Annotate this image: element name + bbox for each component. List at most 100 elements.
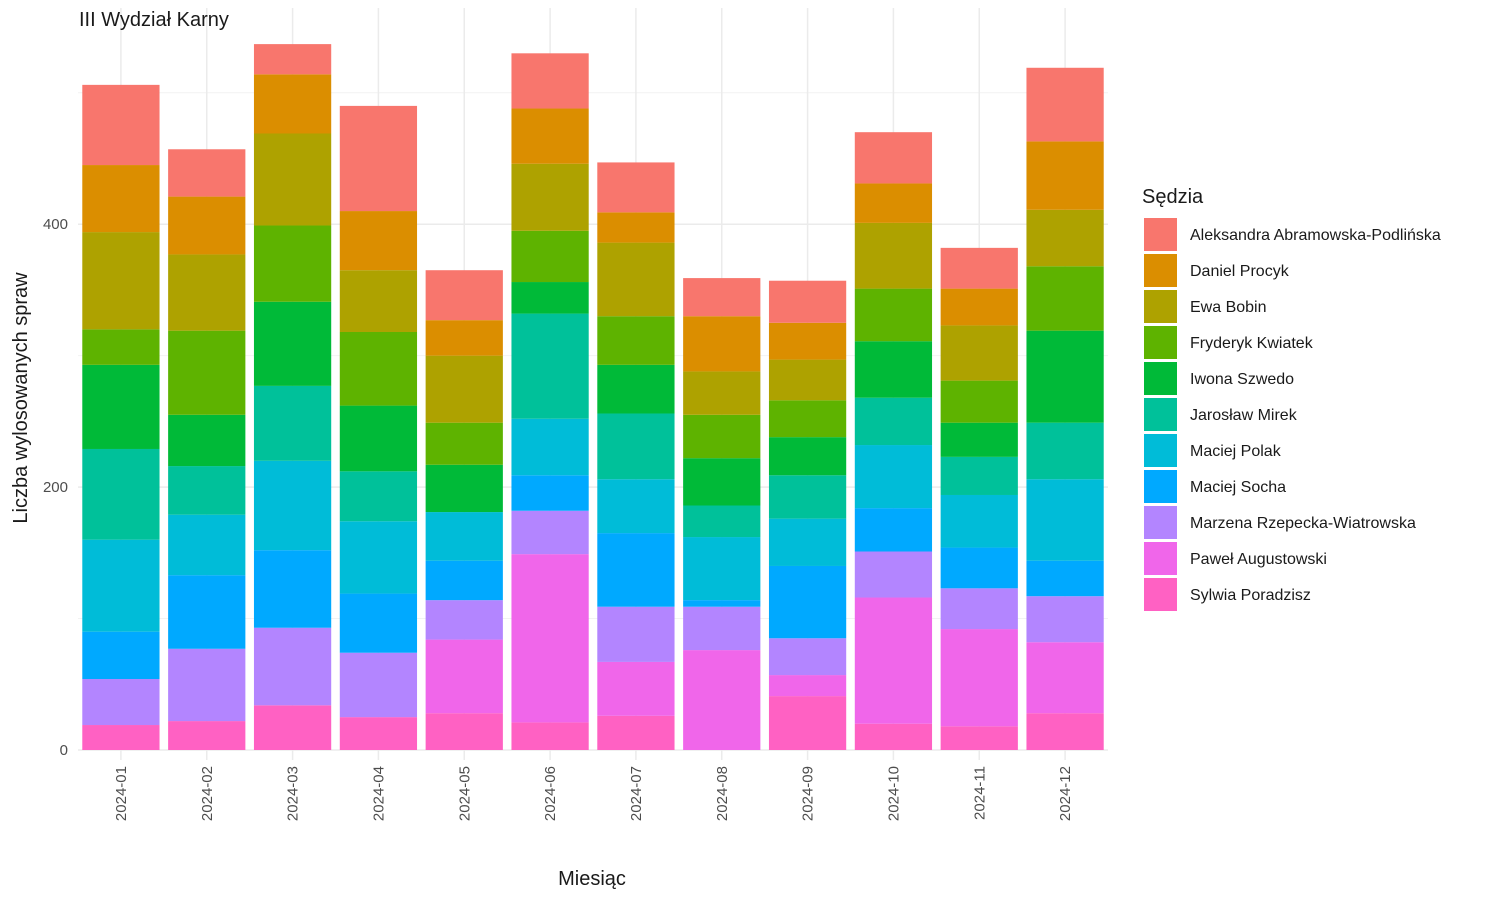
bar-segment [168, 149, 246, 197]
bar-segment [511, 510, 589, 555]
bar-segment [511, 230, 589, 283]
bar-segment [597, 242, 675, 317]
legend-label: Sylwia Poradzisz [1190, 587, 1311, 604]
bars [82, 44, 1104, 750]
x-axis-title: Miesiąc [558, 868, 626, 890]
bar-segment [854, 183, 933, 223]
bar-segment [854, 508, 933, 552]
x-tick-label: 2024-12 [1057, 766, 1074, 821]
bar-segment [253, 705, 332, 750]
bar-segment [253, 133, 332, 226]
bar-segment [425, 355, 503, 423]
bar-segment [1026, 596, 1104, 643]
bar-segment [768, 565, 847, 639]
bar-segment [1026, 266, 1104, 331]
bar-segment [768, 638, 847, 676]
legend-swatch [1144, 506, 1177, 539]
bar-segment [339, 405, 418, 472]
bar-segment [339, 331, 418, 406]
bar-segment [339, 105, 418, 212]
bar-segment [940, 456, 1018, 495]
bar-segment [940, 629, 1018, 727]
bar-segment [168, 514, 246, 576]
bar-segment [768, 437, 847, 476]
bar-segment [683, 505, 761, 538]
legend-title: Sędzia [1142, 186, 1204, 208]
bar-segment [339, 270, 418, 332]
bar-segment [854, 551, 933, 598]
bar-segment [854, 341, 933, 398]
bar-segment [339, 211, 418, 271]
legend-swatch [1144, 434, 1177, 467]
x-tick-label: 2024-09 [800, 766, 817, 821]
x-tick-label: 2024-08 [714, 766, 731, 821]
bar-segment [940, 288, 1018, 326]
bar-segment [940, 325, 1018, 381]
x-tick-label: 2024-11 [971, 766, 988, 820]
legend-swatch [1144, 470, 1177, 503]
bar-segment [253, 460, 332, 551]
bar-segment [339, 717, 418, 750]
bar-segment [597, 479, 675, 534]
bar-segment [168, 254, 246, 331]
chart-title: III Wydział Karny [79, 9, 229, 31]
y-axis: 0 200 400 [43, 216, 68, 759]
bar-segment [1026, 713, 1104, 750]
bar-segment [511, 282, 589, 314]
bar-segment [168, 721, 246, 750]
legend-swatch [1144, 542, 1177, 575]
bar-segment [854, 288, 933, 342]
bar-segment [683, 650, 761, 750]
bar-segment [597, 316, 675, 365]
bar-segment [768, 475, 847, 519]
bar-segment [768, 359, 847, 401]
bar-segment [511, 418, 589, 476]
bar-segment [768, 280, 847, 323]
bar-segment [1026, 560, 1104, 597]
bar-segment [168, 414, 246, 467]
bar-segment [683, 458, 761, 506]
y-axis-title: Liczba wylosowanych spraw [10, 272, 32, 524]
bar-segment [854, 723, 933, 750]
bar-segment [339, 471, 418, 522]
legend-swatch [1144, 578, 1177, 611]
bar-segment [82, 448, 160, 540]
bar-segment [339, 652, 418, 718]
bar-segment [940, 247, 1018, 289]
bar-segment [768, 400, 847, 438]
bar-segment [768, 518, 847, 566]
bar-segment [683, 278, 761, 317]
bar-segment [854, 222, 933, 289]
legend-swatch [1144, 326, 1177, 359]
bar-segment [339, 593, 418, 653]
bar-segment [168, 466, 246, 515]
legend-label: Maciej Socha [1190, 479, 1286, 496]
legend-label: Iwona Szwedo [1190, 371, 1294, 388]
bar-segment [683, 316, 761, 372]
bar-segment [683, 606, 761, 651]
x-tick-label: 2024-06 [542, 766, 559, 821]
bar-segment [511, 53, 589, 109]
bar-segment [940, 422, 1018, 457]
legend-label: Daniel Procyk [1190, 263, 1290, 280]
bar-segment [425, 713, 503, 750]
bar-segment [597, 606, 675, 662]
bar-segment [82, 539, 160, 632]
bar-segment [82, 84, 160, 166]
bar-segment [597, 715, 675, 750]
bar-segment [940, 494, 1018, 548]
bar-segment [854, 397, 933, 446]
bar-segment [683, 414, 761, 459]
y-tick-label: 0 [60, 742, 68, 759]
bar-segment [253, 301, 332, 386]
bar-segment [854, 132, 933, 184]
bar-segment [511, 163, 589, 231]
legend-label: Marzena Rzepecka-Wiatrowska [1190, 515, 1416, 532]
bar-segment [253, 225, 332, 302]
bar-segment [511, 475, 589, 511]
legend: Sędzia Aleksandra Abramowska-Podlińska Da… [1142, 186, 1441, 611]
x-tick-label: 2024-05 [456, 766, 473, 821]
legend-label: Paweł Augustowski [1190, 551, 1327, 568]
bar-segment [425, 600, 503, 640]
